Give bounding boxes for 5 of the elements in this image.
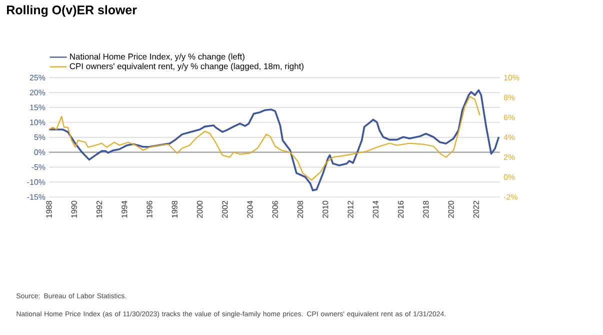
- line-series: [48, 89, 500, 192]
- legend-label: National Home Price Index, y/y % change (left): [70, 53, 244, 62]
- line-series: [49, 96, 480, 181]
- chart-title: Rolling O(v)ER slower: [7, 5, 137, 17]
- legend-label: CPI owners' equivalent rent, y/y % change (lagged, 18m, right): [70, 62, 304, 71]
